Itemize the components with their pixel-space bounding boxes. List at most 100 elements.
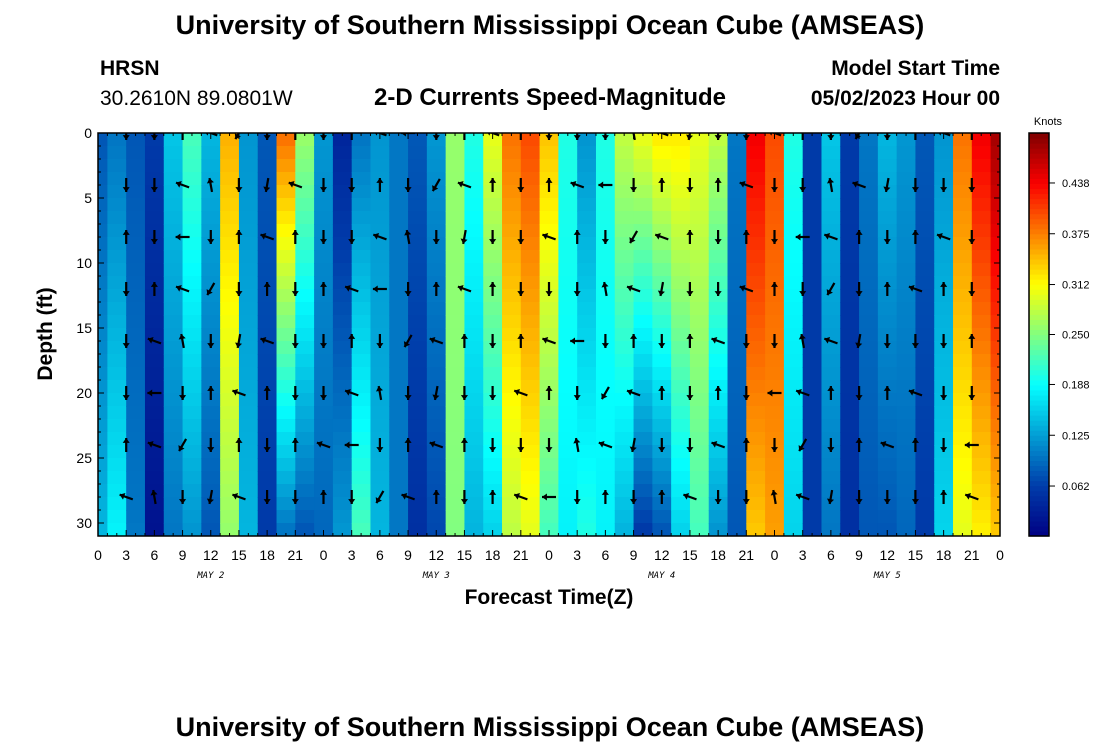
heatmap-cell — [877, 211, 898, 225]
heatmap-cell — [877, 406, 898, 420]
vector-head — [629, 446, 637, 452]
heatmap-cell — [802, 419, 823, 433]
heatmap-cell — [257, 250, 278, 264]
heatmap-cell — [370, 315, 390, 329]
heatmap-cell — [107, 315, 127, 329]
heatmap-cell — [445, 419, 466, 433]
heatmap-cell — [408, 510, 428, 524]
heatmap-cell — [595, 367, 616, 381]
heatmap-cell — [520, 159, 541, 173]
heatmap-cell — [783, 328, 804, 342]
vector-head — [288, 181, 295, 188]
heatmap-cell — [182, 159, 202, 173]
heatmap-cell — [765, 458, 785, 472]
heatmap-cell — [332, 263, 353, 277]
current-vector — [404, 229, 412, 245]
colorbar-segment — [1029, 253, 1049, 260]
heatmap-cell — [802, 146, 823, 160]
heatmap-cell — [163, 198, 184, 212]
colorbar-segment — [1029, 329, 1049, 336]
heatmap-cell — [934, 133, 954, 147]
current-vector — [911, 178, 919, 192]
heatmap-cell — [671, 497, 691, 511]
heatmap-cell — [558, 224, 578, 238]
current-vector — [513, 493, 528, 501]
current-vector — [968, 334, 976, 348]
heatmap-cell — [126, 159, 146, 173]
heatmap-cell — [464, 224, 484, 238]
heatmap-cell — [689, 367, 710, 381]
heatmap-cell — [351, 458, 372, 472]
heatmap-cell — [370, 276, 390, 290]
vector-head — [376, 386, 383, 392]
heatmap-cell — [351, 289, 372, 303]
heatmap-cell — [389, 497, 409, 511]
heatmap-cell — [821, 159, 841, 173]
heatmap-cell — [783, 289, 804, 303]
current-vector — [263, 438, 271, 452]
heatmap-cell — [332, 354, 353, 368]
vector-head — [260, 337, 267, 344]
heatmap-cell — [577, 315, 597, 329]
heatmap-cell — [689, 276, 710, 290]
heatmap-cell — [953, 393, 973, 407]
current-vector — [404, 386, 412, 400]
heatmap-cell — [107, 458, 127, 472]
heatmap-cell — [971, 445, 992, 459]
heatmap-cell — [163, 393, 184, 407]
heatmap-cell — [689, 419, 710, 433]
heatmap-cell — [126, 250, 146, 264]
heatmap-cell — [971, 172, 992, 186]
heatmap-cell — [163, 341, 184, 355]
heatmap-cell — [577, 445, 597, 459]
vector-head — [457, 285, 464, 292]
heatmap-cell — [445, 458, 466, 472]
heatmap-cell — [953, 198, 973, 212]
current-vector — [968, 178, 976, 192]
heatmap-cell — [520, 471, 541, 485]
heatmap-cell — [445, 302, 466, 316]
heatmap-cell — [408, 471, 428, 485]
heatmap-cell — [877, 354, 898, 368]
heatmap-cell — [859, 302, 879, 316]
model-start-value: 05/02/2023 Hour 00 — [810, 87, 1000, 110]
heatmap-cell — [708, 341, 729, 355]
heatmap-cell — [445, 237, 466, 251]
heatmap-cell — [595, 159, 616, 173]
heatmap-cell — [558, 263, 578, 277]
heatmap-cell — [689, 133, 710, 147]
heatmap-cell — [671, 198, 691, 212]
heatmap-cell — [201, 250, 221, 264]
current-vector — [686, 386, 694, 400]
heatmap-cell — [558, 458, 578, 472]
heatmap-cell — [445, 289, 466, 303]
heatmap-cell — [445, 406, 466, 420]
heatmap-cell — [577, 393, 597, 407]
current-vector — [798, 438, 808, 452]
vector-head — [517, 447, 525, 452]
heatmap-cell — [802, 328, 823, 342]
colorbar-segment — [1029, 359, 1049, 366]
heatmap-cell — [689, 380, 710, 394]
colorbar-segment — [1029, 334, 1049, 341]
vector-head — [911, 187, 919, 192]
heatmap-cell — [144, 393, 165, 407]
heatmap-cell — [802, 471, 823, 485]
heatmap-cell — [708, 198, 729, 212]
current-vector — [150, 178, 158, 192]
heatmap-cell — [389, 237, 409, 251]
heatmap-cell — [98, 471, 108, 485]
heatmap-cell — [520, 263, 541, 277]
vector-head — [968, 239, 976, 244]
x-tick-label: 0 — [94, 547, 102, 563]
heatmap-cell — [483, 302, 503, 316]
heatmap-cell — [426, 198, 447, 212]
current-vector — [570, 181, 585, 189]
heatmap-cell — [389, 393, 409, 407]
heatmap-cell — [163, 458, 184, 472]
heatmap-cell — [370, 198, 390, 212]
heatmap-cell — [389, 159, 409, 173]
heatmap-cell — [577, 354, 597, 368]
heatmap-cell — [295, 354, 315, 368]
heatmap-cell — [859, 185, 879, 199]
